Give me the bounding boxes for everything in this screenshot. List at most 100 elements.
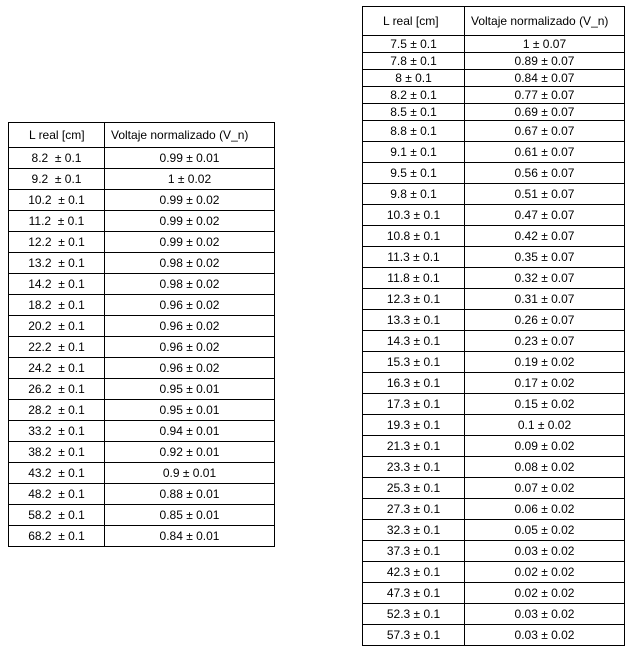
length-cell: 17.3 ± 0.1: [362, 393, 465, 415]
length-cell: 11.3 ± 0.1: [362, 246, 465, 268]
table-row: 9.8 ± 0.1 0.51 ± 0.07: [362, 183, 625, 205]
voltage-cell: 0.67 ± 0.07: [464, 120, 625, 142]
left-table-body: 8.2 ± 0.1 0.99 ± 0.01 9.2 ± 0.1 1 ± 0.02 10.…: [8, 147, 275, 547]
length-cell: 11.2 ± 0.1: [8, 210, 105, 232]
column-header-length: L real [cm]: [362, 6, 465, 36]
voltage-cell: 0.03 ± 0.02: [464, 624, 625, 646]
table-row: 16.3 ± 0.1 0.17 ± 0.02: [362, 372, 625, 394]
table-header-row: L real [cm] Voltaje normalizado (V_n): [8, 122, 275, 148]
table-row: 48.2 ± 0.1 0.88 ± 0.01: [8, 483, 275, 505]
voltage-cell: 0.98 ± 0.02: [104, 273, 275, 295]
table-row: 11.2 ± 0.1 0.99 ± 0.02: [8, 210, 275, 232]
column-header-voltage: Voltaje normalizado (V_n): [464, 6, 625, 36]
table-row: 11.3 ± 0.1 0.35 ± 0.07: [362, 246, 625, 268]
length-cell: 48.2 ± 0.1: [8, 483, 105, 505]
length-cell: 37.3 ± 0.1: [362, 540, 465, 562]
length-cell: 16.3 ± 0.1: [362, 372, 465, 394]
length-cell: 12.3 ± 0.1: [362, 288, 465, 310]
voltage-cell: 0.07 ± 0.02: [464, 477, 625, 499]
table-row: 52.3 ± 0.1 0.03 ± 0.02: [362, 603, 625, 625]
table-row: 8.2 ± 0.1 0.77 ± 0.07: [362, 86, 625, 104]
voltage-cell: 0.47 ± 0.07: [464, 204, 625, 226]
voltage-cell: 0.99 ± 0.02: [104, 189, 275, 211]
length-cell: 10.3 ± 0.1: [362, 204, 465, 226]
voltage-cell: 0.15 ± 0.02: [464, 393, 625, 415]
length-cell: 20.2 ± 0.1: [8, 315, 105, 337]
length-cell: 7.5 ± 0.1: [362, 35, 465, 53]
voltage-cell: 0.32 ± 0.07: [464, 267, 625, 289]
right-data-table: L real [cm] Voltaje normalizado (V_n) 7.…: [362, 6, 625, 646]
table-header-row: L real [cm] Voltaje normalizado (V_n): [362, 6, 625, 36]
length-cell: 9.8 ± 0.1: [362, 183, 465, 205]
voltage-cell: 1 ± 0.07: [464, 35, 625, 53]
voltage-cell: 0.51 ± 0.07: [464, 183, 625, 205]
table-row: 42.3 ± 0.1 0.02 ± 0.02: [362, 561, 625, 583]
length-cell: 9.5 ± 0.1: [362, 162, 465, 184]
voltage-cell: 0.61 ± 0.07: [464, 141, 625, 163]
table-row: 22.2 ± 0.1 0.96 ± 0.02: [8, 336, 275, 358]
table-row: 12.3 ± 0.1 0.31 ± 0.07: [362, 288, 625, 310]
length-cell: 68.2 ± 0.1: [8, 525, 105, 547]
voltage-cell: 0.9 ± 0.01: [104, 462, 275, 484]
length-cell: 21.3 ± 0.1: [362, 435, 465, 457]
length-cell: 33.2 ± 0.1: [8, 420, 105, 442]
table-row: 18.2 ± 0.1 0.96 ± 0.02: [8, 294, 275, 316]
voltage-cell: 0.23 ± 0.07: [464, 330, 625, 352]
length-cell: 26.2 ± 0.1: [8, 378, 105, 400]
table-row: 8.5 ± 0.1 0.69 ± 0.07: [362, 103, 625, 121]
table-row: 13.3 ± 0.1 0.26 ± 0.07: [362, 309, 625, 331]
table-row: 20.2 ± 0.1 0.96 ± 0.02: [8, 315, 275, 337]
voltage-cell: 0.02 ± 0.02: [464, 561, 625, 583]
voltage-cell: 0.69 ± 0.07: [464, 103, 625, 121]
length-cell: 12.2 ± 0.1: [8, 231, 105, 253]
table-row: 8 ± 0.1 0.84 ± 0.07: [362, 69, 625, 87]
length-cell: 52.3 ± 0.1: [362, 603, 465, 625]
voltage-cell: 0.96 ± 0.02: [104, 336, 275, 358]
column-header-voltage: Voltaje normalizado (V_n): [104, 122, 275, 148]
length-cell: 19.3 ± 0.1: [362, 414, 465, 436]
table-row: 24.2 ± 0.1 0.96 ± 0.02: [8, 357, 275, 379]
length-cell: 8.5 ± 0.1: [362, 103, 465, 121]
table-row: 58.2 ± 0.1 0.85 ± 0.01: [8, 504, 275, 526]
table-row: 57.3 ± 0.1 0.03 ± 0.02: [362, 624, 625, 646]
length-cell: 13.2 ± 0.1: [8, 252, 105, 274]
voltage-cell: 0.17 ± 0.02: [464, 372, 625, 394]
length-cell: 14.3 ± 0.1: [362, 330, 465, 352]
length-cell: 24.2 ± 0.1: [8, 357, 105, 379]
voltage-cell: 0.89 ± 0.07: [464, 52, 625, 70]
length-cell: 7.8 ± 0.1: [362, 52, 465, 70]
length-cell: 43.2 ± 0.1: [8, 462, 105, 484]
table-row: 10.3 ± 0.1 0.47 ± 0.07: [362, 204, 625, 226]
table-row: 17.3 ± 0.1 0.15 ± 0.02: [362, 393, 625, 415]
table-row: 8.8 ± 0.1 0.67 ± 0.07: [362, 120, 625, 142]
voltage-cell: 0.96 ± 0.02: [104, 357, 275, 379]
table-row: 10.8 ± 0.1 0.42 ± 0.07: [362, 225, 625, 247]
voltage-cell: 1 ± 0.02: [104, 168, 275, 190]
length-cell: 22.2 ± 0.1: [8, 336, 105, 358]
table-row: 19.3 ± 0.1 0.1 ± 0.02: [362, 414, 625, 436]
voltage-cell: 0.05 ± 0.02: [464, 519, 625, 541]
table-row: 11.8 ± 0.1 0.32 ± 0.07: [362, 267, 625, 289]
voltage-cell: 0.99 ± 0.02: [104, 231, 275, 253]
table-row: 27.3 ± 0.1 0.06 ± 0.02: [362, 498, 625, 520]
left-data-table: L real [cm] Voltaje normalizado (V_n) 8.…: [8, 122, 275, 547]
voltage-cell: 0.03 ± 0.02: [464, 540, 625, 562]
table-row: 10.2 ± 0.1 0.99 ± 0.02: [8, 189, 275, 211]
voltage-cell: 0.99 ± 0.02: [104, 210, 275, 232]
voltage-cell: 0.19 ± 0.02: [464, 351, 625, 373]
table-row: 25.3 ± 0.1 0.07 ± 0.02: [362, 477, 625, 499]
length-cell: 38.2 ± 0.1: [8, 441, 105, 463]
voltage-cell: 0.85 ± 0.01: [104, 504, 275, 526]
table-row: 9.1 ± 0.1 0.61 ± 0.07: [362, 141, 625, 163]
table-row: 9.2 ± 0.1 1 ± 0.02: [8, 168, 275, 190]
length-cell: 27.3 ± 0.1: [362, 498, 465, 520]
table-row: 33.2 ± 0.1 0.94 ± 0.01: [8, 420, 275, 442]
table-row: 9.5 ± 0.1 0.56 ± 0.07: [362, 162, 625, 184]
length-cell: 58.2 ± 0.1: [8, 504, 105, 526]
table-row: 26.2 ± 0.1 0.95 ± 0.01: [8, 378, 275, 400]
table-row: 7.8 ± 0.1 0.89 ± 0.07: [362, 52, 625, 70]
length-cell: 28.2 ± 0.1: [8, 399, 105, 421]
table-row: 7.5 ± 0.1 1 ± 0.07: [362, 35, 625, 53]
length-cell: 23.3 ± 0.1: [362, 456, 465, 478]
table-row: 28.2 ± 0.1 0.95 ± 0.01: [8, 399, 275, 421]
